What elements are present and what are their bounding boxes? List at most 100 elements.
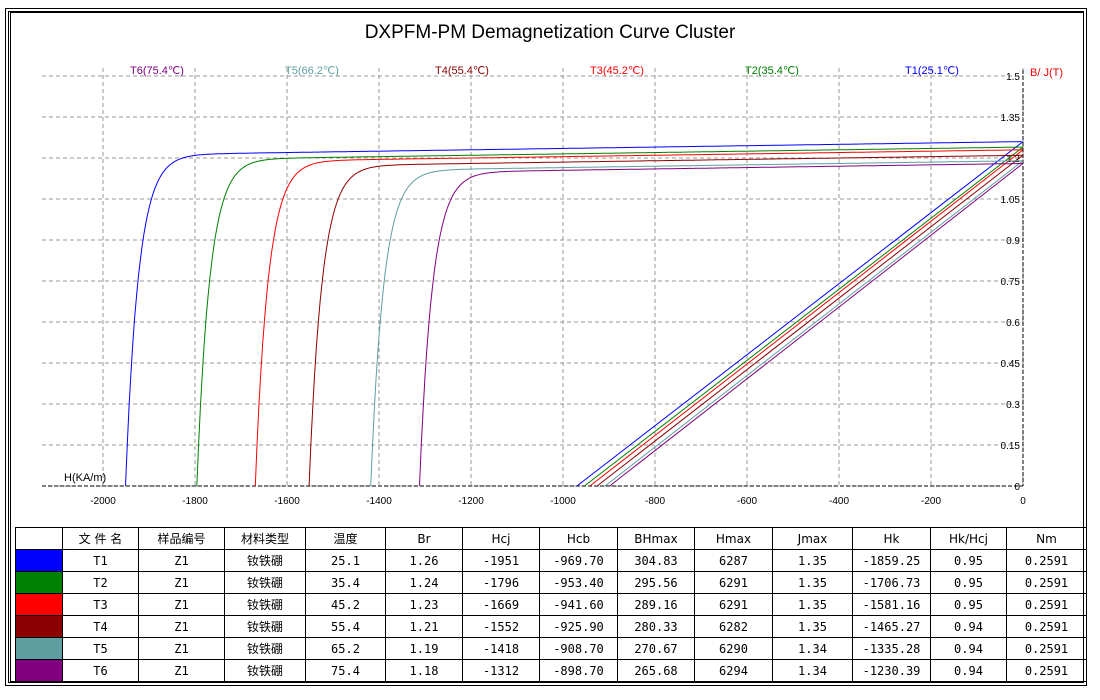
table-cell: 1.19 xyxy=(385,637,463,660)
y-tick-label: 0.6 xyxy=(1006,318,1020,329)
x-tick-label: -800 xyxy=(645,496,665,507)
table-cell: 35.4 xyxy=(305,571,386,594)
column-header: 样品编号 xyxy=(138,527,225,550)
table-cell: 55.4 xyxy=(305,615,386,638)
table-cell: 钕铁硼 xyxy=(224,637,306,660)
table-cell: T5 xyxy=(62,637,139,660)
column-header: Jmax xyxy=(772,527,853,550)
table-cell: 1.35 xyxy=(772,593,853,616)
table-cell: 钕铁硼 xyxy=(224,659,306,682)
table-cell: -941.60 xyxy=(539,593,618,616)
table-cell: -925.90 xyxy=(539,615,618,638)
x-tick-label: -1600 xyxy=(274,496,300,507)
table-cell: 1.18 xyxy=(385,659,463,682)
results-table: 文 件 名样品编号 材料类型 温度 Br Hcj Hcb BHmax Hmax Jmax Hk Hk… xyxy=(15,527,1087,682)
x-tick-label: -600 xyxy=(737,496,757,507)
table-cell: 65.2 xyxy=(305,637,386,660)
table-cell: 0.2591 xyxy=(1006,571,1087,594)
table-cell: -1312 xyxy=(462,659,540,682)
table-cell: 1.35 xyxy=(772,549,853,572)
column-header: 温度 xyxy=(305,527,386,550)
table-cell: -1581.16 xyxy=(852,593,931,616)
table-cell: 6291 xyxy=(694,593,773,616)
table-cell: 6287 xyxy=(694,549,773,572)
table-row[interactable]: T4 Z1 钕铁硼 55.4 1.21 -1552 -925.90 280.33 6282 1.3… xyxy=(15,615,1087,638)
column-header xyxy=(15,527,63,550)
table-cell: -1859.25 xyxy=(852,549,931,572)
table-cell: Z1 xyxy=(138,659,225,682)
y-tick-label: 0.3 xyxy=(1006,400,1020,411)
color-swatch xyxy=(15,593,63,616)
table-cell: 0.94 xyxy=(930,615,1007,638)
table-cell: -1951 xyxy=(462,549,540,572)
table-cell: 0.2591 xyxy=(1006,637,1087,660)
table-row[interactable]: T1 Z1 钕铁硼 25.1 1.26 -1951 -969.70 304.83 6287 1.3… xyxy=(15,549,1087,572)
y-tick-label: 0.75 xyxy=(1001,277,1021,288)
j-curve-t4 xyxy=(308,154,1023,487)
j-curve-t6 xyxy=(419,163,1023,487)
x-tick-label: -400 xyxy=(829,496,849,507)
b-curve-t4 xyxy=(596,154,1024,487)
b-curve-t3 xyxy=(589,149,1024,487)
table-cell: -1669 xyxy=(462,593,540,616)
y-axis-label: B/ J(T) xyxy=(1030,67,1063,79)
column-header: Hk xyxy=(852,527,931,550)
b-curve-t5 xyxy=(604,160,1024,487)
b-curve-t6 xyxy=(609,163,1024,487)
y-tick-label: 0.9 xyxy=(1006,236,1020,247)
b-curve-t1 xyxy=(576,141,1024,487)
table-cell: 1.26 xyxy=(385,549,463,572)
table-cell: 0.2591 xyxy=(1006,549,1087,572)
table-row[interactable]: T6 Z1 钕铁硼 75.4 1.18 -1312 -898.70 265.68 6294 1.3… xyxy=(15,659,1087,682)
table-cell: Z1 xyxy=(138,593,225,616)
table-cell: 0.94 xyxy=(930,659,1007,682)
table-cell: -1418 xyxy=(462,637,540,660)
table-cell: Z1 xyxy=(138,549,225,572)
column-header: Hcb xyxy=(539,527,618,550)
table-row[interactable]: T3 Z1 钕铁硼 45.2 1.23 -1669 -941.60 289.16 6291 1.3… xyxy=(15,593,1087,616)
series-label: T4(55.4℃) xyxy=(435,65,489,77)
column-header: Nm xyxy=(1006,527,1087,550)
color-swatch xyxy=(15,571,63,594)
column-header: Br xyxy=(385,527,463,550)
j-curve-t1 xyxy=(125,141,1022,487)
x-axis-label: H(KA/m) xyxy=(64,472,106,484)
table-cell: Z1 xyxy=(138,615,225,638)
table-cell: 295.56 xyxy=(617,571,695,594)
table-cell: 0.2591 xyxy=(1006,659,1087,682)
y-tick-label: 1.05 xyxy=(1001,195,1021,206)
j-curve-t2 xyxy=(196,146,1023,487)
table-cell: 1.35 xyxy=(772,615,853,638)
table-cell: 280.33 xyxy=(617,615,695,638)
y-tick-label: 1.5 xyxy=(1006,72,1020,83)
series-label: T2(35.4℃) xyxy=(745,65,799,77)
table-cell: 6291 xyxy=(694,571,773,594)
color-swatch xyxy=(15,637,63,660)
demagnetization-chart: 0 0.15 0.3 0.45 0.6 0.75 0.9 1.05 1.2 1.35 1.5 -200… xyxy=(42,65,1063,507)
table-cell: -1552 xyxy=(462,615,540,638)
color-swatch xyxy=(15,615,63,638)
x-tick-label: -1800 xyxy=(182,496,208,507)
table-cell: 289.16 xyxy=(617,593,695,616)
table-cell: T1 xyxy=(62,549,139,572)
table-cell: 1.34 xyxy=(772,637,853,660)
chart-title: DXPFM-PM Demagnetization Curve Cluster xyxy=(364,22,736,43)
table-cell: 0.95 xyxy=(930,549,1007,572)
table-cell: T6 xyxy=(62,659,139,682)
table-header: 文 件 名样品编号 材料类型 温度 Br Hcj Hcb BHmax Hmax Jmax Hk Hk… xyxy=(15,527,1087,550)
y-tick-label: 0 xyxy=(1014,482,1020,493)
y-tick-label: 1.2 xyxy=(1006,154,1020,165)
table-cell: 钕铁硼 xyxy=(224,593,306,616)
x-tick-label: -2000 xyxy=(90,496,116,507)
table-cell: 1.23 xyxy=(385,593,463,616)
table-cell: -908.70 xyxy=(539,637,618,660)
color-swatch xyxy=(15,659,63,682)
table-cell: 钕铁硼 xyxy=(224,615,306,638)
j-curve-t3 xyxy=(254,149,1023,487)
table-row[interactable]: T2 Z1 钕铁硼 35.4 1.24 -1796 -953.40 295.56 6291 1.3… xyxy=(15,571,1087,594)
table-cell: 1.24 xyxy=(385,571,463,594)
table-row[interactable]: T5 Z1 钕铁硼 65.2 1.19 -1418 -908.70 270.67 6290 1.3… xyxy=(15,637,1087,660)
series-label: T3(45.2℃) xyxy=(590,65,644,77)
j-curve-t5 xyxy=(370,160,1023,487)
y-tick-label: 0.15 xyxy=(1001,441,1021,452)
